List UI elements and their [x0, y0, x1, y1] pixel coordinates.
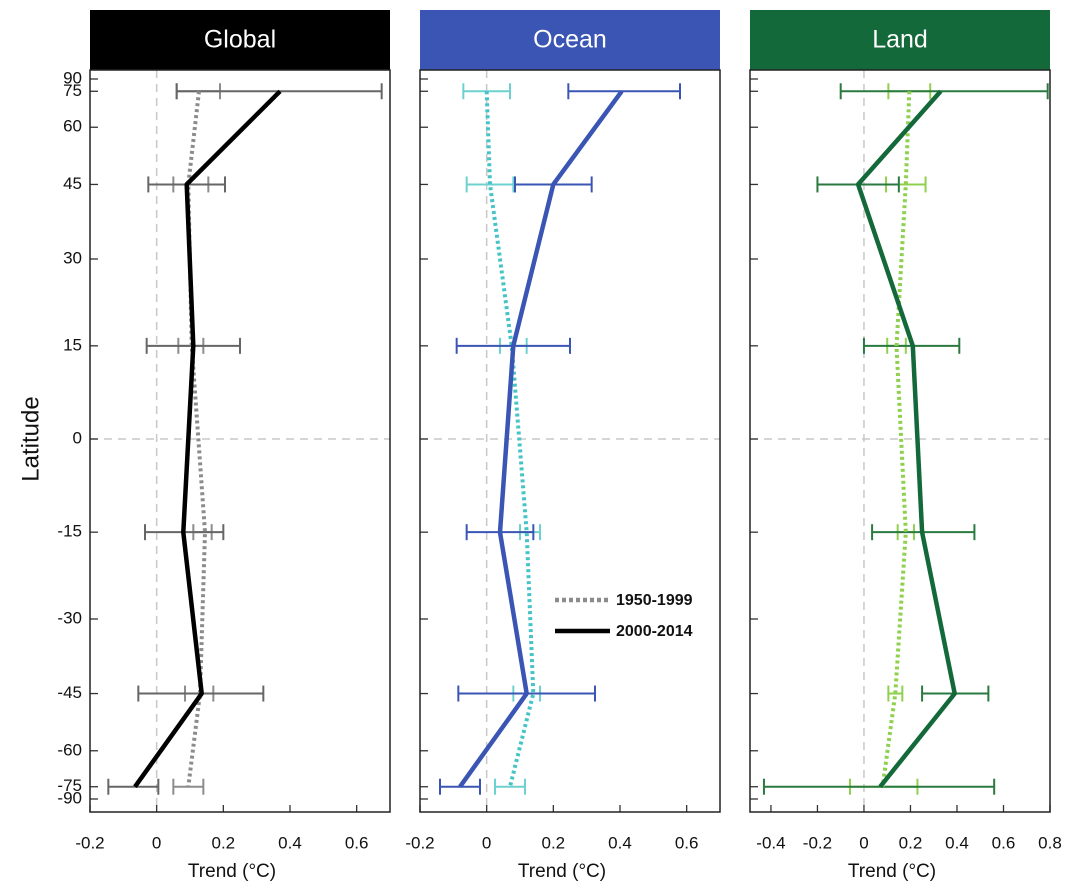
y-tick-label: 45 — [63, 174, 82, 193]
y-tick-label: -15 — [57, 522, 82, 541]
panel-title: Land — [872, 26, 928, 54]
x-axis-label: Trend (°C) — [518, 861, 606, 882]
error-bar — [465, 176, 515, 193]
x-tick-label: -0.2 — [75, 833, 104, 852]
x-tick-label: 0.4 — [608, 833, 632, 852]
error-bar — [887, 685, 904, 702]
y-axis-label: Latitude — [17, 396, 44, 481]
error-bar — [762, 778, 996, 795]
series-line — [133, 89, 282, 789]
y-tick-label: 90 — [63, 68, 82, 87]
x-tick-label: 0.4 — [278, 833, 302, 852]
panel-title: Global — [204, 26, 276, 54]
x-tick-label: 0.4 — [945, 833, 969, 852]
plot-frame — [419, 69, 721, 813]
error-bar — [839, 83, 1049, 100]
panel-header — [750, 10, 1050, 70]
error-bar — [107, 778, 160, 795]
error-bar — [494, 778, 526, 795]
error-bar — [462, 83, 511, 100]
series-line — [458, 89, 624, 789]
error-bar — [439, 778, 481, 795]
x-tick-label: 0 — [859, 833, 868, 852]
y-tick-label: -60 — [57, 740, 82, 759]
series-line — [855, 89, 957, 789]
y-tick-label: 15 — [63, 335, 82, 354]
panel-header — [420, 10, 720, 70]
series-line — [484, 91, 536, 788]
series-line — [880, 91, 912, 787]
y-tick-label: -30 — [57, 608, 82, 627]
error-bar — [172, 778, 205, 795]
x-tick-label: 0.6 — [675, 833, 699, 852]
x-tick-label: 0 — [152, 833, 161, 852]
y-tick-label: 30 — [63, 248, 82, 267]
legend-label: 1950-1999 — [616, 592, 693, 609]
y-tick-label: 0 — [73, 428, 82, 447]
y-tick-label: 75 — [63, 81, 82, 100]
y-tick-label: -90 — [57, 788, 82, 807]
panel-header — [90, 10, 390, 70]
x-tick-label: -0.2 — [405, 833, 434, 852]
x-axis-label: Trend (°C) — [848, 861, 936, 882]
legend-label: 2000-2014 — [616, 623, 693, 640]
x-tick-label: 0 — [482, 833, 491, 852]
x-tick-label: 0.6 — [992, 833, 1016, 852]
x-tick-label: 0.8 — [1038, 833, 1062, 852]
y-tick-label: 60 — [63, 117, 82, 136]
plot-frame — [749, 69, 1051, 813]
x-tick-label: -0.4 — [756, 833, 785, 852]
y-tick-label: -45 — [57, 683, 82, 702]
series-line — [186, 91, 207, 787]
panel-title: Ocean — [533, 26, 607, 54]
x-tick-label: -0.2 — [803, 833, 832, 852]
error-bar — [567, 83, 681, 100]
x-tick-label: 0.2 — [212, 833, 236, 852]
x-tick-label: 0.6 — [345, 833, 369, 852]
x-tick-label: 0.2 — [542, 833, 566, 852]
plot-frame — [89, 69, 391, 813]
y-tick-label: -75 — [57, 776, 82, 795]
x-axis-label: Trend (°C) — [188, 861, 276, 882]
x-tick-label: 0.2 — [899, 833, 923, 852]
